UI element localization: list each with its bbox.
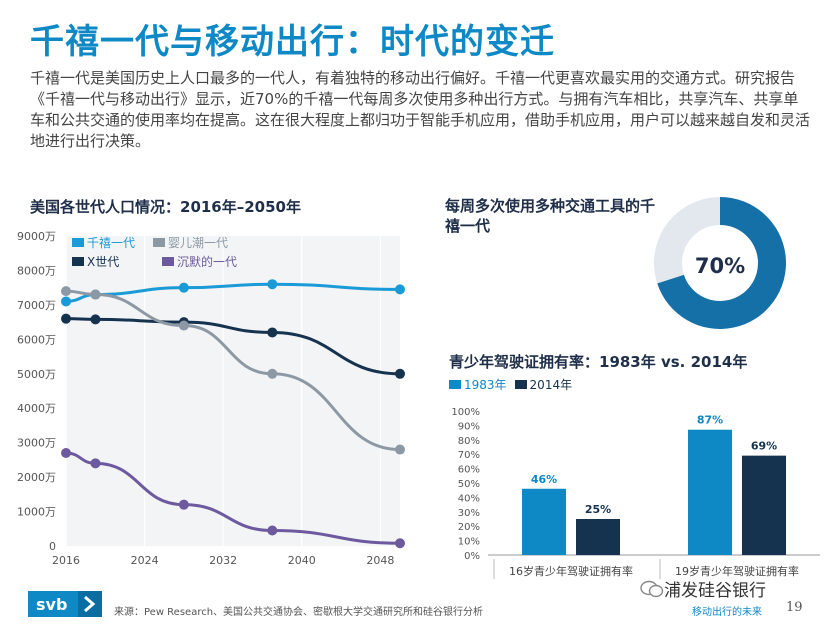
legend-silent: 沉默的一代 <box>162 253 237 270</box>
bar-y-tick-label: 10% <box>458 537 480 548</box>
data-point-genx <box>61 313 71 324</box>
line-chart-legend: 千禧一代 婴儿潮一代 X世代 沉默的一代 <box>72 234 272 270</box>
data-point-silent <box>178 499 189 510</box>
data-point-genx <box>395 368 405 379</box>
legend-2014-swatch <box>514 380 527 389</box>
y-tick-label: 8000万 <box>17 264 56 277</box>
data-point-millennial <box>178 282 189 293</box>
y-tick-label: 9000万 <box>17 230 56 243</box>
legend-millennial-swatch <box>72 238 84 247</box>
donut-slice-1 <box>654 197 720 284</box>
x-tick-label: 2016 <box>52 554 80 567</box>
legend-boomer: 婴儿潮一代 <box>153 234 228 251</box>
bar-category-label: 19岁青少年驾驶证拥有率 <box>675 564 799 578</box>
legend-silent-swatch <box>162 257 174 266</box>
x-tick-label: 2040 <box>288 554 316 567</box>
legend-genx: X世代 <box>72 253 144 270</box>
bar-value-label: 87% <box>697 414 723 427</box>
legend-millennial: 千禧一代 <box>72 234 135 251</box>
bar-y-tick-label: 90% <box>458 421 480 432</box>
data-point-silent <box>267 525 278 536</box>
bar-y-tick-label: 50% <box>458 479 480 490</box>
line-chart-title: 美国各世代人口情况：2016年–2050年 <box>30 198 301 216</box>
bar-bar1983 <box>688 429 732 555</box>
bar-bar2014 <box>742 455 786 555</box>
data-point-genx <box>90 314 101 325</box>
svg-text:svb: svb <box>36 595 67 614</box>
watermark: 浦发硅谷银行 <box>640 576 766 601</box>
data-point-silent <box>395 538 405 549</box>
donut-slice-0 <box>657 197 786 329</box>
data-point-silent <box>90 458 101 469</box>
data-point-boomer <box>61 286 71 297</box>
intro-paragraph: 千禧一代是美国历史上人口最多的一代人，有着独特的移动出行偏好。千禧一代更喜欢最实… <box>30 69 811 150</box>
bar-value-label: 25% <box>585 503 611 516</box>
legend-1983: 1983年 <box>449 376 507 393</box>
legend-boomer-swatch <box>153 238 166 247</box>
legend-millennial-label: 千禧一代 <box>87 236 136 250</box>
legend-2014: 2014年 <box>514 376 573 393</box>
bar-value-label: 69% <box>751 440 777 453</box>
donut-chart: 70% <box>654 197 786 329</box>
y-tick-label: 6000万 <box>17 333 56 346</box>
legend-genx-swatch <box>72 257 84 266</box>
legend-1983-swatch <box>449 380 461 389</box>
bar-chart-title: 青少年驾驶证拥有率：1983年 vs. 2014年 <box>449 353 748 371</box>
x-tick-label: 2024 <box>131 554 159 567</box>
data-point-boomer <box>267 368 278 379</box>
bar-bar1983 <box>522 488 566 555</box>
line-plot-area <box>66 236 400 546</box>
footer-section-name: 移动出行的未来 <box>692 607 762 618</box>
data-point-genx <box>267 327 278 338</box>
bar-bar2014 <box>576 519 620 555</box>
legend-1983-label: 1983年 <box>464 378 507 392</box>
bar-chart-legend: 1983年 2014年 <box>449 376 572 393</box>
x-tick-label: 2048 <box>366 554 394 567</box>
legend-boomer-label: 婴儿潮一代 <box>168 236 229 250</box>
license-bar-chart: 0% 10% 20% 30% 40% 50% 60% 70% 80% 90% 100% 46% 25% 1… <box>451 407 820 579</box>
data-point-boomer <box>395 444 405 455</box>
bar-y-tick-label: 100% <box>451 407 480 418</box>
bar-y-tick-label: 30% <box>458 508 480 519</box>
bar-category-label: 16岁青少年驾驶证拥有率 <box>509 564 633 578</box>
wechat-icon <box>640 580 664 597</box>
bar-y-tick-label: 20% <box>458 522 480 533</box>
data-point-boomer <box>90 289 101 300</box>
x-tick-label: 2032 <box>209 554 237 567</box>
data-point-millennial <box>395 284 405 295</box>
data-point-millennial <box>267 279 278 290</box>
source-note: 来源：Pew Research、美国公共交通协会、密歇根大学交通研究所和硅谷银行… <box>114 607 484 618</box>
y-tick-label: 5000万 <box>17 368 56 381</box>
y-tick-label: 1000万 <box>17 506 56 519</box>
y-tick-label: 7000万 <box>17 299 56 312</box>
data-point-millennial <box>61 296 71 307</box>
bar-y-tick-label: 40% <box>458 493 480 504</box>
bar-y-tick-label: 0% <box>464 551 480 562</box>
bar-value-label: 46% <box>531 473 557 486</box>
donut-center-label: 70% <box>695 254 745 278</box>
page-title: 千禧一代与移动出行：时代的变迁 <box>30 22 555 62</box>
y-tick-label: 4000万 <box>17 402 56 415</box>
bar-y-tick-label: 80% <box>458 436 480 447</box>
y-tick-label: 0 <box>49 540 56 553</box>
bar-y-tick-label: 70% <box>458 450 480 461</box>
data-point-silent <box>61 448 71 458</box>
legend-silent-label: 沉默的一代 <box>177 255 238 269</box>
donut-chart-title: 每周多次使用多种交通工具的千禧一代 <box>445 197 656 235</box>
watermark-text: 浦发硅谷银行 <box>664 581 766 601</box>
bar-y-tick-label: 60% <box>458 465 480 476</box>
y-tick-label: 2000万 <box>17 471 56 484</box>
page-number: 19 <box>786 600 803 615</box>
population-line-chart: 0 1000万 2000万 3000万 4000万 5000万 6000万 7000万 8000… <box>17 230 405 567</box>
data-point-boomer <box>178 320 189 331</box>
legend-2014-label: 2014年 <box>529 378 573 392</box>
y-tick-label: 3000万 <box>17 437 56 450</box>
svb-logo: svb <box>28 591 102 617</box>
legend-genx-label: X世代 <box>87 255 120 269</box>
